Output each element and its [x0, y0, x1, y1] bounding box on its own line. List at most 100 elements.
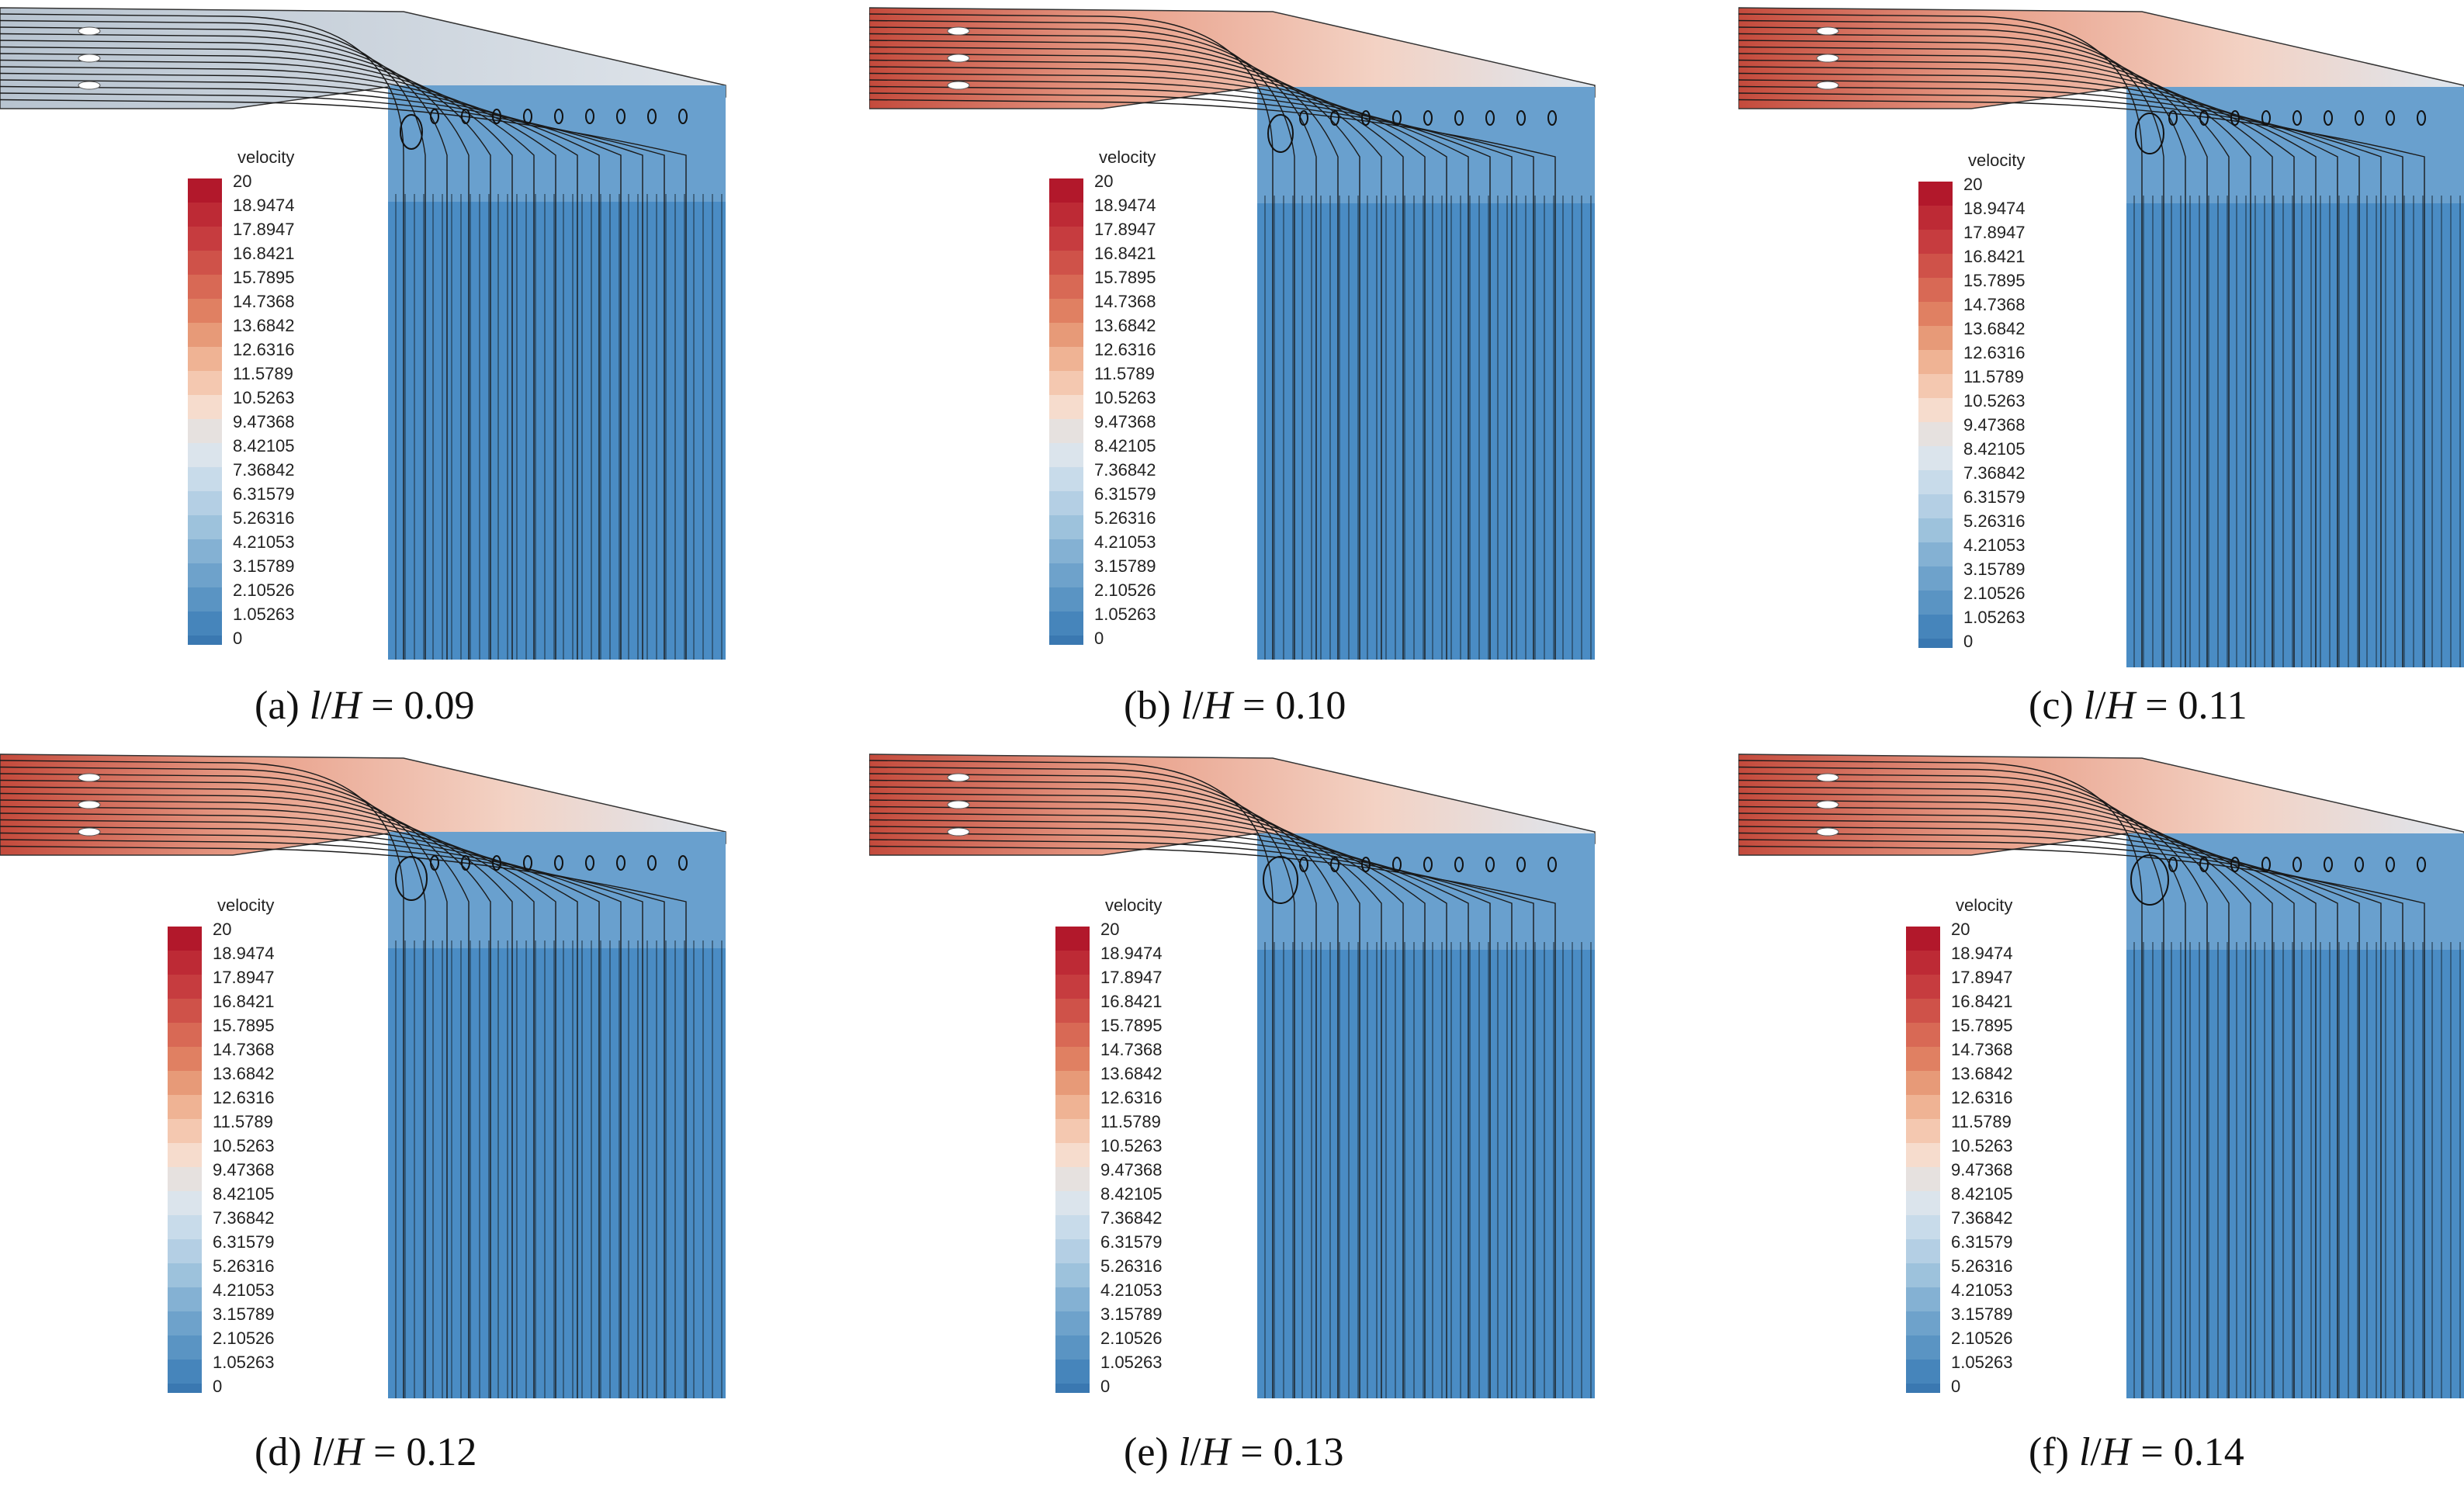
- vortex: [1361, 857, 1371, 872]
- vortex: [2261, 110, 2271, 126]
- streamline: [869, 59, 1426, 660]
- legend-color-swatch: [1918, 230, 1953, 254]
- inlet-nozzle: [1816, 54, 1839, 63]
- legend-tick-label: 9.47368: [233, 412, 295, 431]
- legend-title: velocity: [217, 895, 275, 915]
- legend-color-swatch: [1049, 371, 1083, 395]
- legend-tick-label: 14.7368: [1094, 292, 1156, 311]
- legend-color-swatch: [1906, 1215, 1940, 1239]
- legend-tick-label: 2.10526: [1963, 584, 2026, 603]
- vortex: [1423, 857, 1433, 872]
- legend-color-swatch: [1049, 611, 1083, 636]
- panel-f: velocity 20 18.9474 17.8947 16.8421 15.7895 1…: [1738, 746, 2464, 1493]
- legend-color-swatch: [168, 1167, 202, 1191]
- streamline: [1738, 53, 2273, 667]
- streamline: [1738, 72, 2338, 667]
- legend-tick-label: 6.31579: [1963, 487, 2026, 507]
- legend-color-swatch: [1906, 1167, 1940, 1191]
- legend-color-swatch: [1055, 1384, 1090, 1393]
- legend-tick-label: 3.15789: [1094, 556, 1156, 576]
- streamline: [0, 33, 470, 660]
- vortex: [461, 855, 470, 871]
- legend-color-swatch: [1049, 178, 1083, 203]
- vortex: [1485, 857, 1495, 872]
- legend-color-swatch: [1906, 927, 1940, 951]
- legend-color-swatch: [1906, 1143, 1940, 1167]
- streamline: [1738, 26, 2186, 667]
- legend-color-swatch: [1055, 951, 1090, 975]
- flow-field-a: [0, 7, 726, 660]
- legend-tick-label: 1.05263: [213, 1353, 275, 1372]
- legend-color-swatch: [168, 1311, 202, 1335]
- legend-tick-label: 10.5263: [1951, 1136, 2013, 1155]
- streamline: [1738, 826, 2360, 1398]
- legend-tick-label: 7.36842: [233, 460, 295, 480]
- legend-color-swatch: [168, 1287, 202, 1311]
- legend-tick-label: 15.7895: [1963, 271, 2026, 290]
- caption-value: = 0.11: [2135, 684, 2247, 728]
- legend-tick-label: 5.26316: [233, 508, 295, 528]
- legend-tick-label: 9.47368: [1951, 1160, 2013, 1180]
- legend-color-swatch: [168, 1047, 202, 1071]
- inlet-nozzle: [1816, 827, 1839, 837]
- legend-tick-label: 12.6316: [233, 340, 295, 359]
- legend-ticks: 20 18.9474 17.8947 16.8421 15.7895 14.7368 13.…: [213, 917, 275, 1398]
- legend-color-swatch: [1049, 227, 1083, 251]
- legend-tick-label: 7.36842: [1963, 463, 2026, 483]
- legend-color-swatch: [1049, 515, 1083, 539]
- legend-color-swatch: [1906, 1311, 1940, 1335]
- main-vortex: [2135, 113, 2164, 154]
- legend-color-swatch: [1055, 1167, 1090, 1191]
- legend-color-swatch: [1906, 951, 1940, 975]
- legend-title: velocity: [1968, 151, 2026, 170]
- streamline: [0, 805, 556, 1398]
- legend-tick-label: 8.42105: [233, 436, 295, 456]
- legend-tick-label: 3.15789: [233, 556, 295, 576]
- legend-tick-label: 7.36842: [1094, 460, 1156, 480]
- legend-ticks: 20 18.9474 17.8947 16.8421 15.7895 14.7368 13.…: [1963, 172, 2026, 653]
- vortex: [2230, 110, 2240, 126]
- streamline: [869, 819, 1469, 1398]
- legend-tick-label: 18.9474: [1951, 944, 2013, 963]
- legend-color-swatch: [1055, 1215, 1090, 1239]
- legend-tick-label: 11.5789: [1963, 367, 2024, 386]
- inlet-nozzle: [947, 26, 970, 36]
- legend-tick-label: 18.9474: [233, 196, 295, 215]
- streamline: [0, 832, 643, 1398]
- streamline: [0, 786, 491, 1398]
- streamline: [1738, 773, 2186, 1398]
- legend-tick-label: 14.7368: [233, 292, 295, 311]
- main-vortex: [1267, 114, 1294, 153]
- legend-color-swatch: [1918, 422, 1953, 446]
- streamline: [869, 92, 1534, 660]
- legend-tick-label: 12.6316: [1963, 343, 2026, 362]
- legend-tick-label: 10.5263: [1100, 1136, 1163, 1155]
- inlet-nozzle: [947, 54, 970, 63]
- vortex: [2292, 110, 2302, 126]
- vortex: [2355, 857, 2364, 872]
- legend-color-swatch: [168, 1143, 202, 1167]
- legend-tick-label: 10.5263: [1094, 388, 1156, 407]
- streamline: [869, 26, 1317, 660]
- legend-tick-label: 20: [1094, 171, 1114, 191]
- legend-color-swatch: [1918, 350, 1953, 374]
- caption-var-h: H: [2105, 684, 2136, 728]
- legend-tick-label: 11.5789: [1951, 1112, 2012, 1131]
- streamline: [0, 812, 578, 1398]
- legend-color-swatch: [188, 443, 222, 467]
- legend-color-swatch: [1055, 1095, 1090, 1119]
- inlet-nozzle: [78, 81, 101, 90]
- legend-color-swatch: [1906, 1191, 1940, 1215]
- legend-tick-label: 9.47368: [1100, 1160, 1163, 1180]
- main-vortex: [395, 856, 428, 901]
- legend-color-swatch: [1918, 398, 1953, 422]
- legend-tick-label: 16.8421: [213, 992, 275, 1011]
- vortex: [1547, 110, 1557, 126]
- vortex: [616, 109, 626, 124]
- legend-color-swatch: [188, 323, 222, 347]
- caption-var-h: H: [331, 684, 362, 728]
- legend-tick-label: 17.8947: [1094, 220, 1156, 239]
- legend-color-swatch: [1055, 927, 1090, 951]
- legend-tick-label: 3.15789: [213, 1304, 275, 1324]
- vortex: [585, 855, 594, 871]
